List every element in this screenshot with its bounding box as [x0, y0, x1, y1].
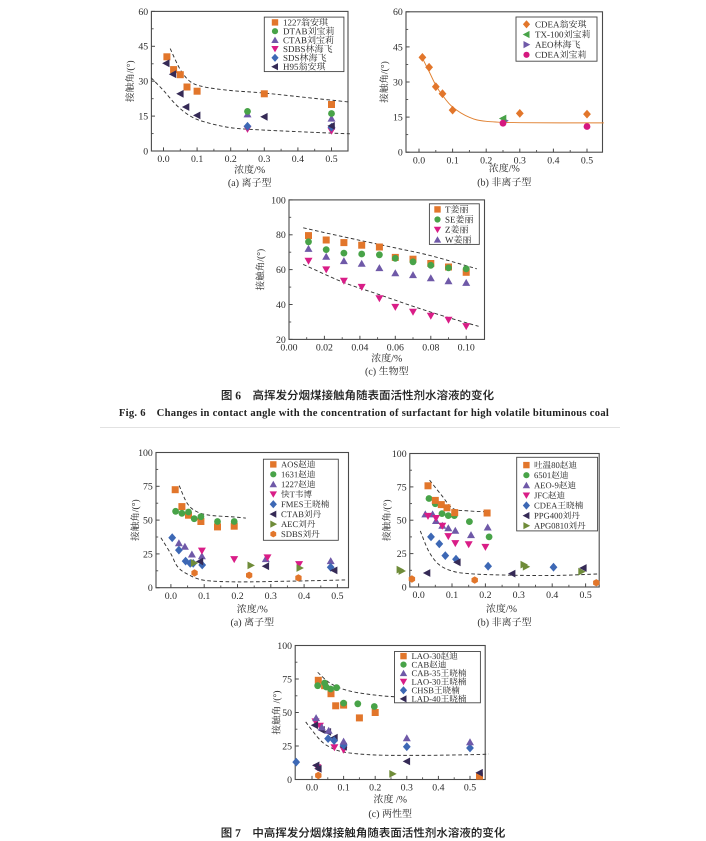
svg-text:0.3: 0.3: [513, 590, 525, 601]
svg-text:75: 75: [143, 482, 153, 493]
svg-text:15: 15: [138, 112, 148, 123]
svg-text:0.0: 0.0: [413, 155, 425, 166]
svg-text:0.02: 0.02: [316, 343, 333, 354]
svg-text:0.3: 0.3: [514, 155, 526, 166]
svg-text:0.5: 0.5: [579, 590, 591, 601]
svg-text:75: 75: [282, 674, 292, 685]
svg-text:0.0: 0.0: [157, 154, 169, 165]
svg-text:0.2: 0.2: [231, 591, 243, 602]
svg-text:100: 100: [271, 195, 286, 206]
svg-text:0.4: 0.4: [292, 154, 304, 165]
svg-text:40: 40: [276, 300, 286, 311]
svg-text:15: 15: [393, 113, 403, 124]
svg-text:0: 0: [287, 775, 292, 786]
svg-text:45: 45: [138, 42, 148, 53]
svg-text:0.1: 0.1: [198, 591, 210, 602]
svg-text:0.5: 0.5: [331, 591, 343, 602]
svg-text:0.2: 0.2: [479, 590, 491, 601]
svg-text:50: 50: [282, 708, 292, 719]
svg-text:0: 0: [148, 583, 153, 594]
svg-text:0.5: 0.5: [464, 783, 476, 794]
svg-text:0.5: 0.5: [325, 154, 337, 165]
svg-text:0.08: 0.08: [422, 343, 439, 354]
svg-text:0.00: 0.00: [280, 343, 297, 354]
svg-text:0.04: 0.04: [351, 343, 368, 354]
svg-text:0.0: 0.0: [165, 591, 177, 602]
svg-text:0.0: 0.0: [306, 783, 318, 794]
svg-text:0.3: 0.3: [258, 154, 270, 165]
svg-text:25: 25: [282, 741, 292, 752]
svg-text:0.2: 0.2: [480, 155, 492, 166]
svg-text:0.4: 0.4: [432, 783, 444, 794]
svg-text:0: 0: [402, 582, 407, 593]
svg-text:0.4: 0.4: [546, 590, 558, 601]
svg-text:0: 0: [143, 146, 148, 157]
svg-text:80: 80: [276, 230, 286, 241]
svg-text:60: 60: [138, 7, 148, 18]
svg-text:0.1: 0.1: [191, 154, 203, 165]
svg-text:60: 60: [393, 7, 403, 18]
svg-text:60: 60: [276, 265, 286, 276]
svg-text:0.4: 0.4: [298, 591, 310, 602]
svg-text:0.1: 0.1: [446, 590, 458, 601]
svg-text:75: 75: [397, 482, 407, 493]
svg-text:100: 100: [392, 449, 407, 460]
svg-text:25: 25: [397, 549, 407, 560]
svg-text:20: 20: [276, 335, 286, 346]
svg-text:0.3: 0.3: [265, 591, 277, 602]
svg-text:0.2: 0.2: [369, 783, 381, 794]
svg-text:0.3: 0.3: [401, 783, 413, 794]
svg-text:0.10: 0.10: [458, 343, 475, 354]
svg-text:Fig. 6 Changes in contact angl: Fig. 6 Changes in contact angle with the…: [119, 408, 609, 419]
svg-text:100: 100: [138, 448, 153, 459]
svg-text:0.2: 0.2: [225, 154, 237, 165]
svg-text:0.0: 0.0: [412, 590, 424, 601]
svg-text:50: 50: [143, 516, 153, 527]
svg-text:100: 100: [277, 641, 292, 652]
svg-text:30: 30: [393, 77, 403, 88]
svg-text:30: 30: [138, 77, 148, 88]
svg-text:0: 0: [398, 148, 403, 159]
svg-text:25: 25: [143, 549, 153, 560]
svg-text:0.1: 0.1: [337, 783, 349, 794]
svg-text:0.5: 0.5: [581, 155, 593, 166]
svg-text:0.4: 0.4: [547, 155, 559, 166]
svg-text:45: 45: [393, 42, 403, 53]
svg-text:0.06: 0.06: [387, 343, 404, 354]
svg-text:50: 50: [397, 516, 407, 527]
svg-text:0.1: 0.1: [446, 155, 458, 166]
